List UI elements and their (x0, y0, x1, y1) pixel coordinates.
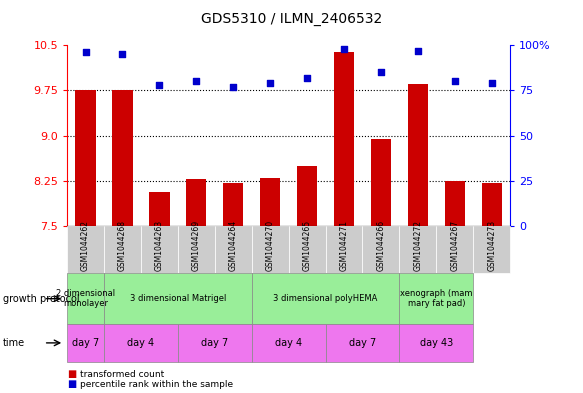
Text: 2 dimensional
monolayer: 2 dimensional monolayer (56, 289, 115, 309)
Text: percentile rank within the sample: percentile rank within the sample (80, 380, 233, 389)
Bar (75, 90, 96, 226)
Bar (334, 52, 354, 226)
Text: GSM1044263: GSM1044263 (155, 220, 164, 271)
Text: GSM1044265: GSM1044265 (303, 220, 311, 271)
Point (81, 49, 90, 55)
Text: GSM1044264: GSM1044264 (229, 220, 238, 271)
Text: GSM1044262: GSM1044262 (81, 220, 90, 271)
Point (303, 75, 312, 81)
Text: 3 dimensional Matrigel: 3 dimensional Matrigel (129, 294, 226, 303)
Bar (371, 139, 391, 226)
Text: GDS5310 / ILMN_2406532: GDS5310 / ILMN_2406532 (201, 12, 382, 26)
Bar (482, 183, 502, 226)
Bar (445, 181, 465, 226)
Point (487, 80, 496, 86)
Point (376, 69, 385, 75)
Text: time: time (3, 338, 25, 348)
Text: transformed count: transformed count (80, 370, 164, 378)
Text: day 4: day 4 (127, 338, 154, 348)
Text: day 43: day 43 (420, 338, 453, 348)
Bar (297, 166, 317, 226)
Text: GSM1044270: GSM1044270 (266, 220, 275, 271)
Point (118, 51, 127, 57)
Point (339, 46, 349, 52)
Bar (223, 183, 243, 226)
Text: GSM1044269: GSM1044269 (192, 220, 201, 271)
Point (154, 82, 164, 88)
Bar (149, 192, 170, 226)
Text: GSM1044273: GSM1044273 (487, 220, 496, 271)
Text: GSM1044267: GSM1044267 (450, 220, 459, 271)
Bar (113, 90, 132, 226)
Bar (186, 179, 206, 226)
Point (229, 84, 238, 90)
Text: 3 dimensional polyHEMA: 3 dimensional polyHEMA (273, 294, 378, 303)
Point (413, 48, 423, 54)
Text: GSM1044268: GSM1044268 (118, 220, 127, 271)
Text: xenograph (mam
mary fat pad): xenograph (mam mary fat pad) (400, 289, 473, 309)
Point (265, 80, 275, 86)
Text: ■: ■ (67, 379, 76, 389)
Text: GSM1044271: GSM1044271 (339, 220, 349, 271)
Text: day 7: day 7 (72, 338, 99, 348)
Point (192, 78, 201, 84)
Text: ■: ■ (67, 369, 76, 379)
Text: GSM1044272: GSM1044272 (413, 220, 422, 271)
Text: day 7: day 7 (349, 338, 376, 348)
Text: growth protocol: growth protocol (3, 294, 79, 304)
Bar (408, 84, 428, 226)
Point (450, 78, 459, 84)
Text: day 4: day 4 (275, 338, 302, 348)
Bar (260, 178, 280, 226)
Text: GSM1044266: GSM1044266 (377, 220, 385, 271)
Text: day 7: day 7 (201, 338, 229, 348)
